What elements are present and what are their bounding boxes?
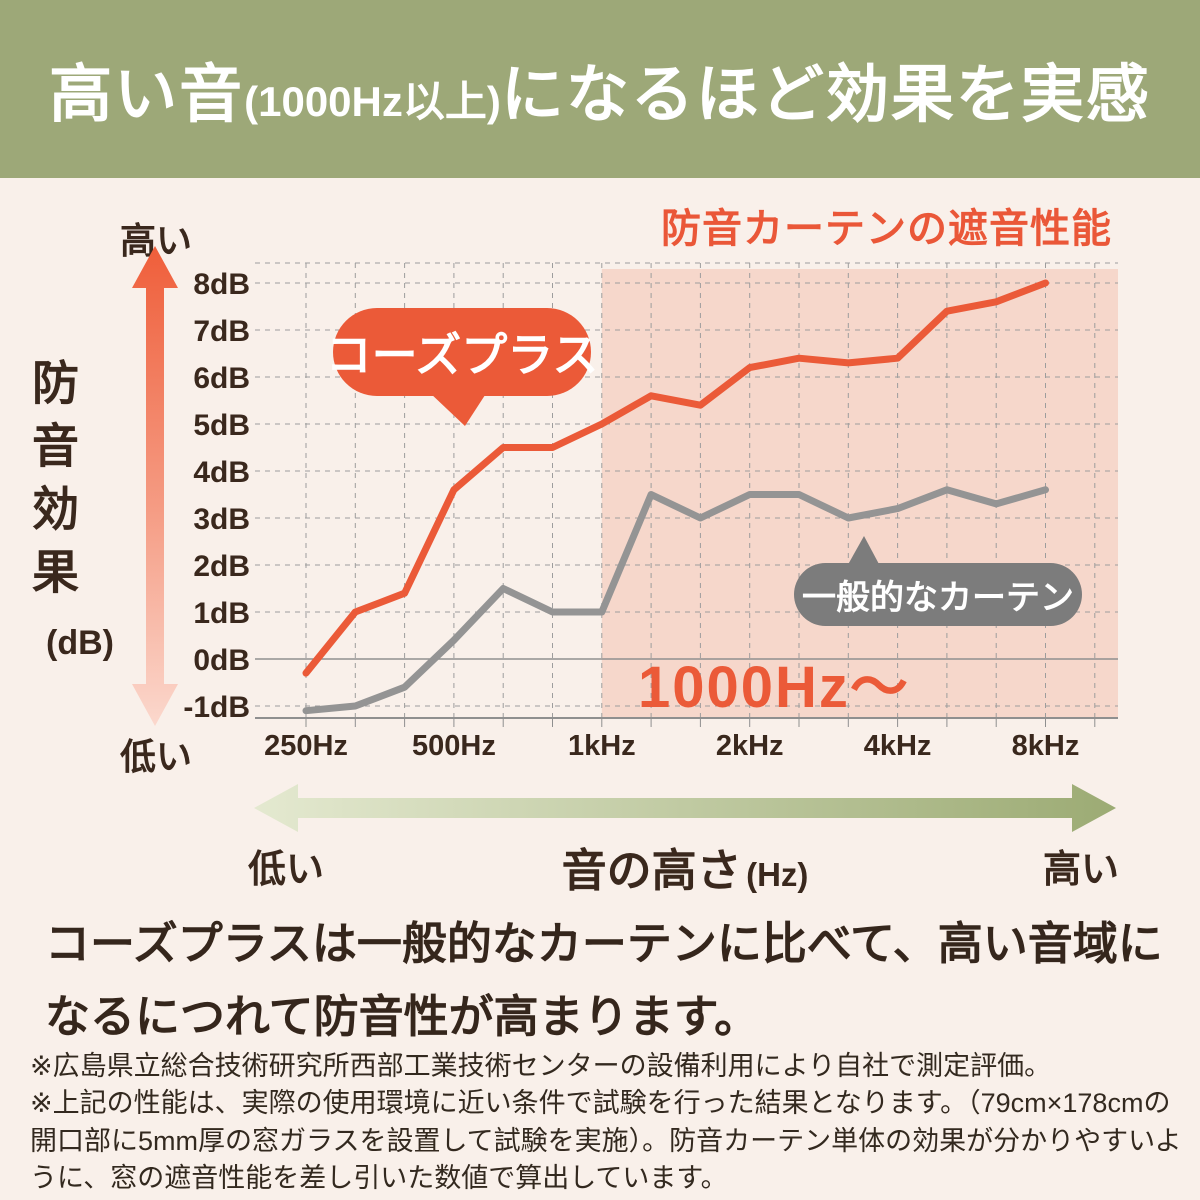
footnotes: ※広島県立総合技術研究所西部工業技術センターの設備利用により自社で測定評価。 ※… <box>30 1048 1182 1197</box>
y-tick-label: 3dB <box>193 503 250 536</box>
description-text: コーズプラスは一般的なカーテンに比べて、高い音域になるにつれて防音性が高まります… <box>45 918 1163 1042</box>
x-tick-label: 250Hz <box>264 730 348 762</box>
y-tick-label: 1dB <box>193 597 250 630</box>
soundproofing-line-chart: 8dB 7dB 6dB 5dB 4dB 3dB 2dB 1dB 0dB -1dB 250Hz 500H… <box>183 262 1118 762</box>
vertical-gradient-arrow-icon <box>132 246 178 726</box>
x-tick-label: 8kHz <box>1012 730 1080 762</box>
x-tick-label: 2kHz <box>716 730 784 762</box>
series-bubble-general-curtain-label: 一般的なカーテン <box>802 579 1074 617</box>
y-tick-label: 7dB <box>193 315 250 348</box>
series-bubble-cozeplus: コーズプラス <box>326 308 598 426</box>
x-axis-low-label: 低い <box>248 849 325 891</box>
x-tick-label: 500Hz <box>412 730 496 762</box>
y-axis-label-box: 防音効果 (dB) <box>25 358 132 663</box>
highlight-region-label: 1000Hz〜 <box>638 655 910 720</box>
y-tick-label: 6dB <box>193 362 250 395</box>
series-bubble-cozeplus-label: コーズプラス <box>325 329 599 381</box>
header-band: 高い音(1000Hz以上)になるほど効果を実感 <box>0 0 1200 178</box>
chart-title: 防音カーテンの遮音性能 <box>661 207 1112 251</box>
x-axis-high-label: 高い <box>1043 849 1120 891</box>
x-tick-label: 4kHz <box>864 730 932 762</box>
y-axis-unit: (dB) <box>46 624 114 662</box>
footnote-2: ※上記の性能は、実際の使用環境に近い条件で試験を行った結果となります。（79cm… <box>30 1088 1182 1193</box>
series-bubble-general-curtain: 一般的なカーテン <box>794 536 1082 626</box>
y-tick-label: 2dB <box>193 550 250 583</box>
y-tick-label: -1dB <box>183 691 250 724</box>
footnote-1: ※広島県立総合技術研究所西部工業技術センターの設備利用により自社で測定評価。 <box>30 1051 1052 1081</box>
x-axis-label: 音の高さ <box>561 845 742 896</box>
horizontal-gradient-arrow-icon <box>254 784 1116 832</box>
y-tick-label: 5dB <box>193 409 250 442</box>
y-axis-label: 防音効果 <box>25 358 78 610</box>
x-axis-unit-text: (Hz) <box>746 856 809 893</box>
y-tick-label: 8dB <box>193 268 250 301</box>
y-axis-low-label: 低い <box>119 736 192 777</box>
y-tick-label: 4dB <box>193 456 250 489</box>
header-title-paren: (1000Hz以上) <box>244 77 501 125</box>
x-tick-label: 1kHz <box>568 730 636 762</box>
y-tick-label: 0dB <box>193 644 250 677</box>
header-title: 高い音(1000Hz以上)になるほど効果を実感 <box>49 44 1151 135</box>
x-axis-label-box: 音の高さ (Hz) <box>400 834 970 899</box>
header-title-prefix: 高い音 <box>49 59 245 130</box>
header-title-suffix: になるほど効果を実感 <box>500 59 1151 130</box>
